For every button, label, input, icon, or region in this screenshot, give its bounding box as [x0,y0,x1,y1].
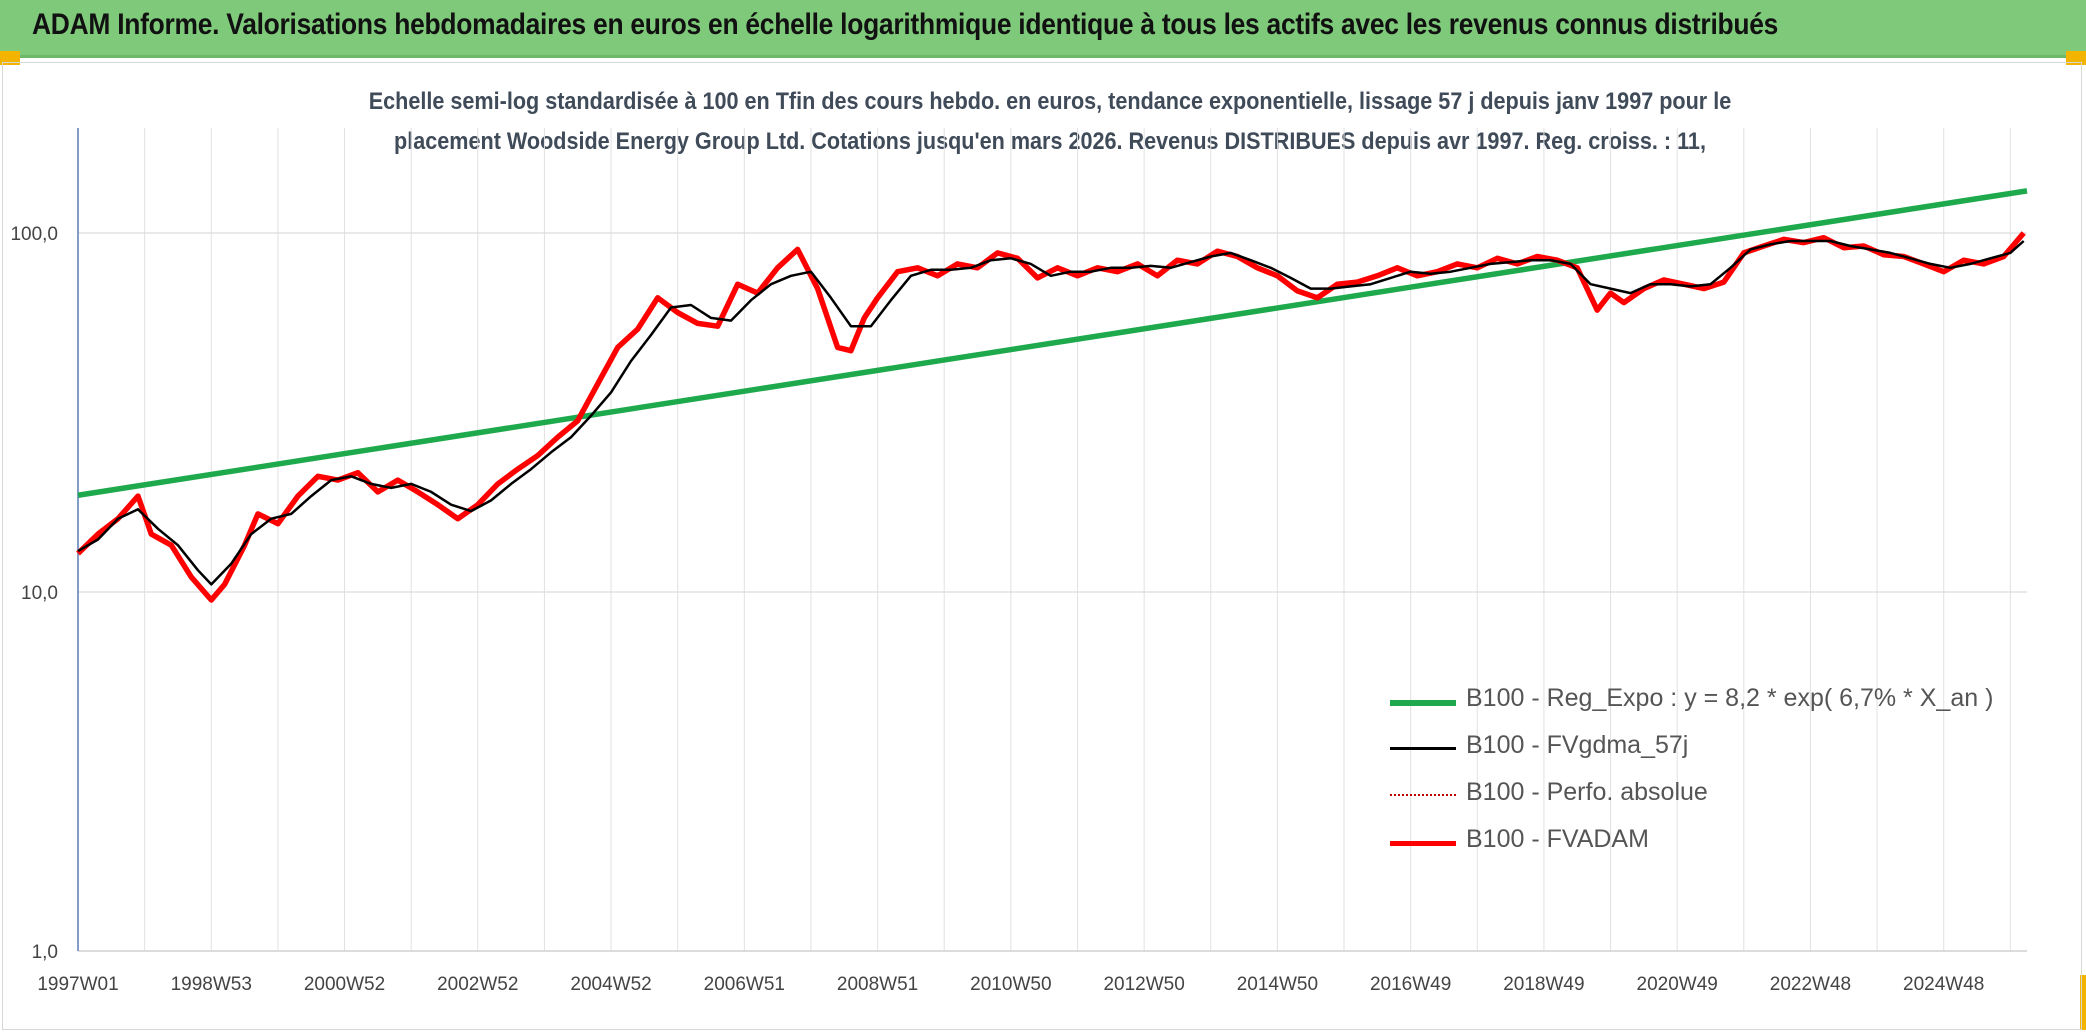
x-tick-label: 2020W49 [1637,974,1718,995]
legend-swatch-fvadam [1390,841,1456,846]
x-tick-label: 2004W52 [570,974,651,995]
legend-label-regression: B100 - Reg_Expo : y = 8,2 * exp( 6,7% * … [1466,684,1994,712]
x-tick-label: 1997W01 [37,974,118,995]
y-tick-label: 10,0 [21,583,58,604]
banner-title: ADAM Informe. Valorisations hebdomadaire… [32,8,1779,41]
chart-frame [2,62,2082,1030]
x-tick-label: 2024W48 [1903,974,1984,995]
legend-label-moving-average: B100 - FVgdma_57j [1466,731,1689,759]
x-tick-label: 2018W49 [1503,974,1584,995]
x-tick-label: 2012W50 [1103,974,1184,995]
x-tick-label: 2000W52 [304,974,385,995]
chart-title-line-2: placement Woodside Energy Group Ltd. Cot… [394,128,1706,155]
y-tick-label: 1,0 [32,942,58,963]
header-banner: ADAM Informe. Valorisations hebdomadaire… [0,0,2086,58]
grid-lines [77,128,2027,952]
legend-swatch-absolute-performance [1390,794,1456,796]
legend-label-absolute-performance: B100 - Perfo. absolue [1466,778,1708,806]
axes: 1,0 10,0 100,0 1997W01 1998W53 2000W52 2002W52… [10,128,1984,995]
x-tick-label: 2014W50 [1237,974,1318,995]
corner-marker-right [2066,51,2086,65]
corner-marker-bottom-right [2080,975,2086,1030]
y-tick-label: 100,0 [10,224,58,245]
series-line-3 [76,231,2026,603]
legend-swatch-regression [1390,700,1456,706]
x-tick-label: 2016W49 [1370,974,1451,995]
series-lines [76,188,2028,603]
x-tick-label: 1998W53 [171,974,252,995]
x-tick-label: 2008W51 [837,974,918,995]
x-tick-label: 2002W52 [437,974,518,995]
x-tick-label: 2006W51 [704,974,785,995]
series-line-1 [77,239,2025,586]
legend-label-fvadam: B100 - FVADAM [1466,825,1649,853]
chart-title-line-1: Echelle semi-log standardisée à 100 en T… [368,88,1732,115]
corner-marker-left [0,51,20,65]
series-line-0 [77,188,2028,498]
x-tick-label: 2022W48 [1770,974,1851,995]
legend-swatch-moving-average [1390,747,1456,750]
x-tick-label: 2010W50 [970,974,1051,995]
